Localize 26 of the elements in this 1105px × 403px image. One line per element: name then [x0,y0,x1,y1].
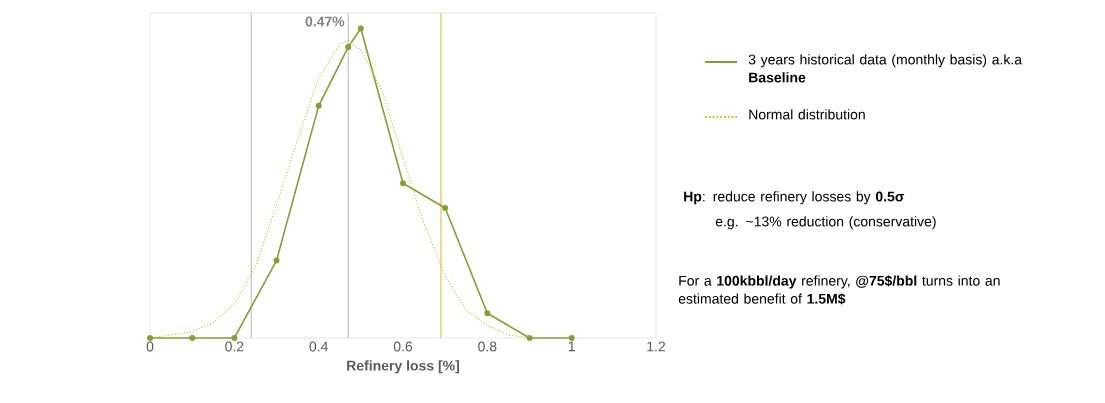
text: Hp: reduce refinery losses by 0.5σ [684,191,905,205]
point [526,334,533,341]
point [273,257,280,264]
point [357,25,364,32]
point [484,310,491,317]
x-tick-label: 0 [146,341,154,352]
ref-line-label: 0.47% [305,16,345,27]
x-tick-label: 0.4 [309,341,328,352]
point [315,102,322,109]
point [400,180,407,187]
point [345,44,352,51]
x-tick-label: 1 [568,341,575,352]
text: For a 100kbbl/day refinery, @75$/bbl turns into an estimated benefit of 1.5M$ [678,275,1000,305]
x-tick-label: 0.2 [225,341,244,352]
x-axis-title: Refinery loss [%] [347,360,459,374]
x-tick-label: 0.8 [478,341,497,352]
legend-label: Normal distribution [749,109,865,120]
legend-label: 3 years historical data (monthly basis) a.k.a Baseline [748,54,1023,83]
point [147,334,154,341]
x-tick-label: 0.6 [393,341,413,352]
point [189,334,196,341]
point [442,204,449,211]
point [568,334,575,341]
point [231,334,238,341]
x-tick-label: 1.2 [647,341,666,352]
text: e.g. ~13% reduction (conservative) [715,216,936,230]
